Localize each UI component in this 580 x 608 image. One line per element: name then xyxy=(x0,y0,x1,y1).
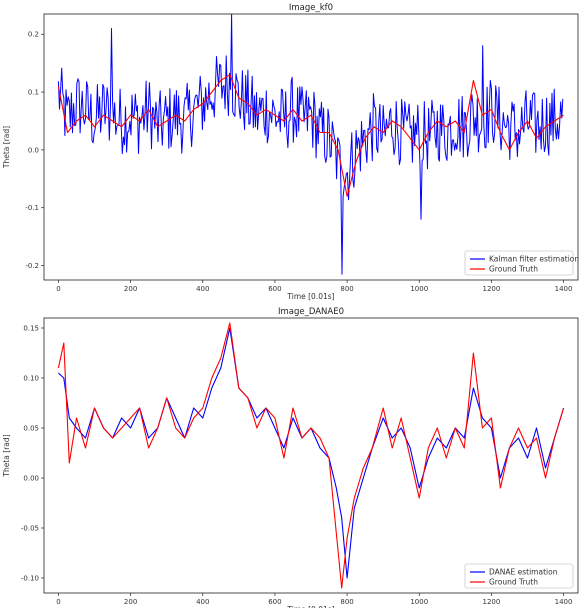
x-tick-label: 1200 xyxy=(482,285,500,293)
y-tick-label: 0.00 xyxy=(23,475,39,483)
legend-label: Ground Truth xyxy=(489,265,538,274)
x-tick-label: 800 xyxy=(340,285,353,293)
chart-title: Image_kf0 xyxy=(289,3,333,13)
x-tick-label: 400 xyxy=(196,598,209,606)
y-tick-label: 0.05 xyxy=(23,425,39,433)
y-tick-label: 0.1 xyxy=(28,89,39,97)
x-axis-label: Time [0.01s] xyxy=(286,292,334,301)
x-tick-label: 1200 xyxy=(482,598,500,606)
y-tick-label: -0.10 xyxy=(21,575,39,583)
x-axis-label: Time [0.01s] xyxy=(286,605,334,608)
series-line-1 xyxy=(57,74,564,197)
x-tick-label: 0 xyxy=(56,598,60,606)
x-tick-label: 800 xyxy=(340,598,353,606)
y-tick-label: -0.05 xyxy=(21,525,39,533)
kf-chart: Image_kf0 0 200 400 600 800 1000 1200 1400 -0.2 -0… xyxy=(2,3,579,301)
danae-chart: Image_DANAE0 0 200 400 600 800 1000 1200 1400 -0.… xyxy=(2,307,579,608)
y-tick-label: 0.10 xyxy=(23,375,39,383)
chart-title: Image_DANAE0 xyxy=(278,307,344,317)
x-tick-label: 1000 xyxy=(410,598,428,606)
y-tick-label: 0.0 xyxy=(28,146,39,154)
plot-area-frame xyxy=(43,317,579,594)
x-tick-label: 400 xyxy=(196,285,209,293)
legend-label: DANAE estimation xyxy=(489,568,558,577)
x-tick-label: 1400 xyxy=(555,598,573,606)
y-tick-label: 0.15 xyxy=(23,325,39,333)
y-tick-label: -0.2 xyxy=(25,262,39,270)
series-line-1 xyxy=(57,322,565,589)
x-tick-label: 200 xyxy=(124,285,137,293)
series-line-0 xyxy=(57,14,564,275)
x-tick-label: 200 xyxy=(124,598,137,606)
legend-label: Kalman filter estimation xyxy=(489,255,579,264)
legend-box xyxy=(464,250,574,276)
x-tick-label: 1000 xyxy=(410,285,428,293)
x-tick-label: 600 xyxy=(268,598,281,606)
legend-label: Ground Truth xyxy=(489,578,538,587)
y-tick-label: -0.1 xyxy=(25,204,39,212)
legend-box xyxy=(464,563,574,589)
x-tick-label: 1400 xyxy=(555,285,573,293)
x-tick-label: 600 xyxy=(268,285,281,293)
y-axis-label: Theta [rad] xyxy=(2,126,11,169)
y-tick-label: 0.2 xyxy=(28,31,39,39)
plot-area-frame xyxy=(43,13,579,281)
y-axis-label: Theta [rad] xyxy=(2,434,11,477)
x-tick-label: 0 xyxy=(56,285,60,293)
